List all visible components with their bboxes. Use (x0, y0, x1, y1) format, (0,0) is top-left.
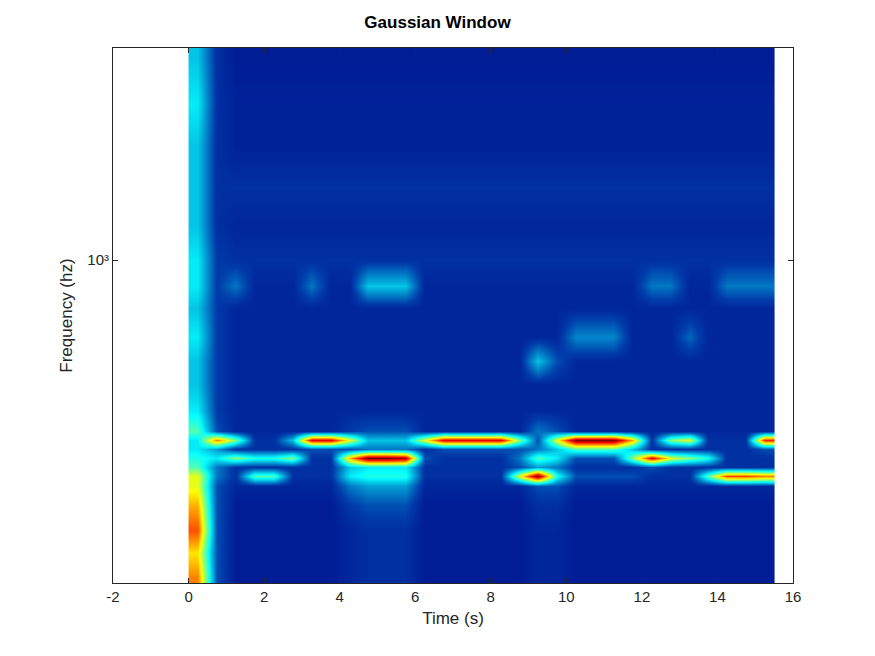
svg-text:10: 10 (558, 588, 575, 605)
svg-text:16: 16 (785, 588, 802, 605)
svg-text:12: 12 (634, 588, 651, 605)
svg-text:14: 14 (709, 588, 726, 605)
svg-text:Time (s): Time (s) (422, 609, 484, 628)
svg-text:Frequency (hz): Frequency (hz) (57, 258, 76, 372)
svg-text:2: 2 (260, 588, 268, 605)
svg-text:6: 6 (411, 588, 419, 605)
svg-text:Gaussian Window: Gaussian Window (364, 13, 511, 32)
svg-text:10³: 10³ (87, 251, 109, 268)
svg-text:-2: -2 (106, 588, 119, 605)
svg-text:0: 0 (184, 588, 192, 605)
svg-text:4: 4 (335, 588, 343, 605)
svg-text:8: 8 (487, 588, 495, 605)
